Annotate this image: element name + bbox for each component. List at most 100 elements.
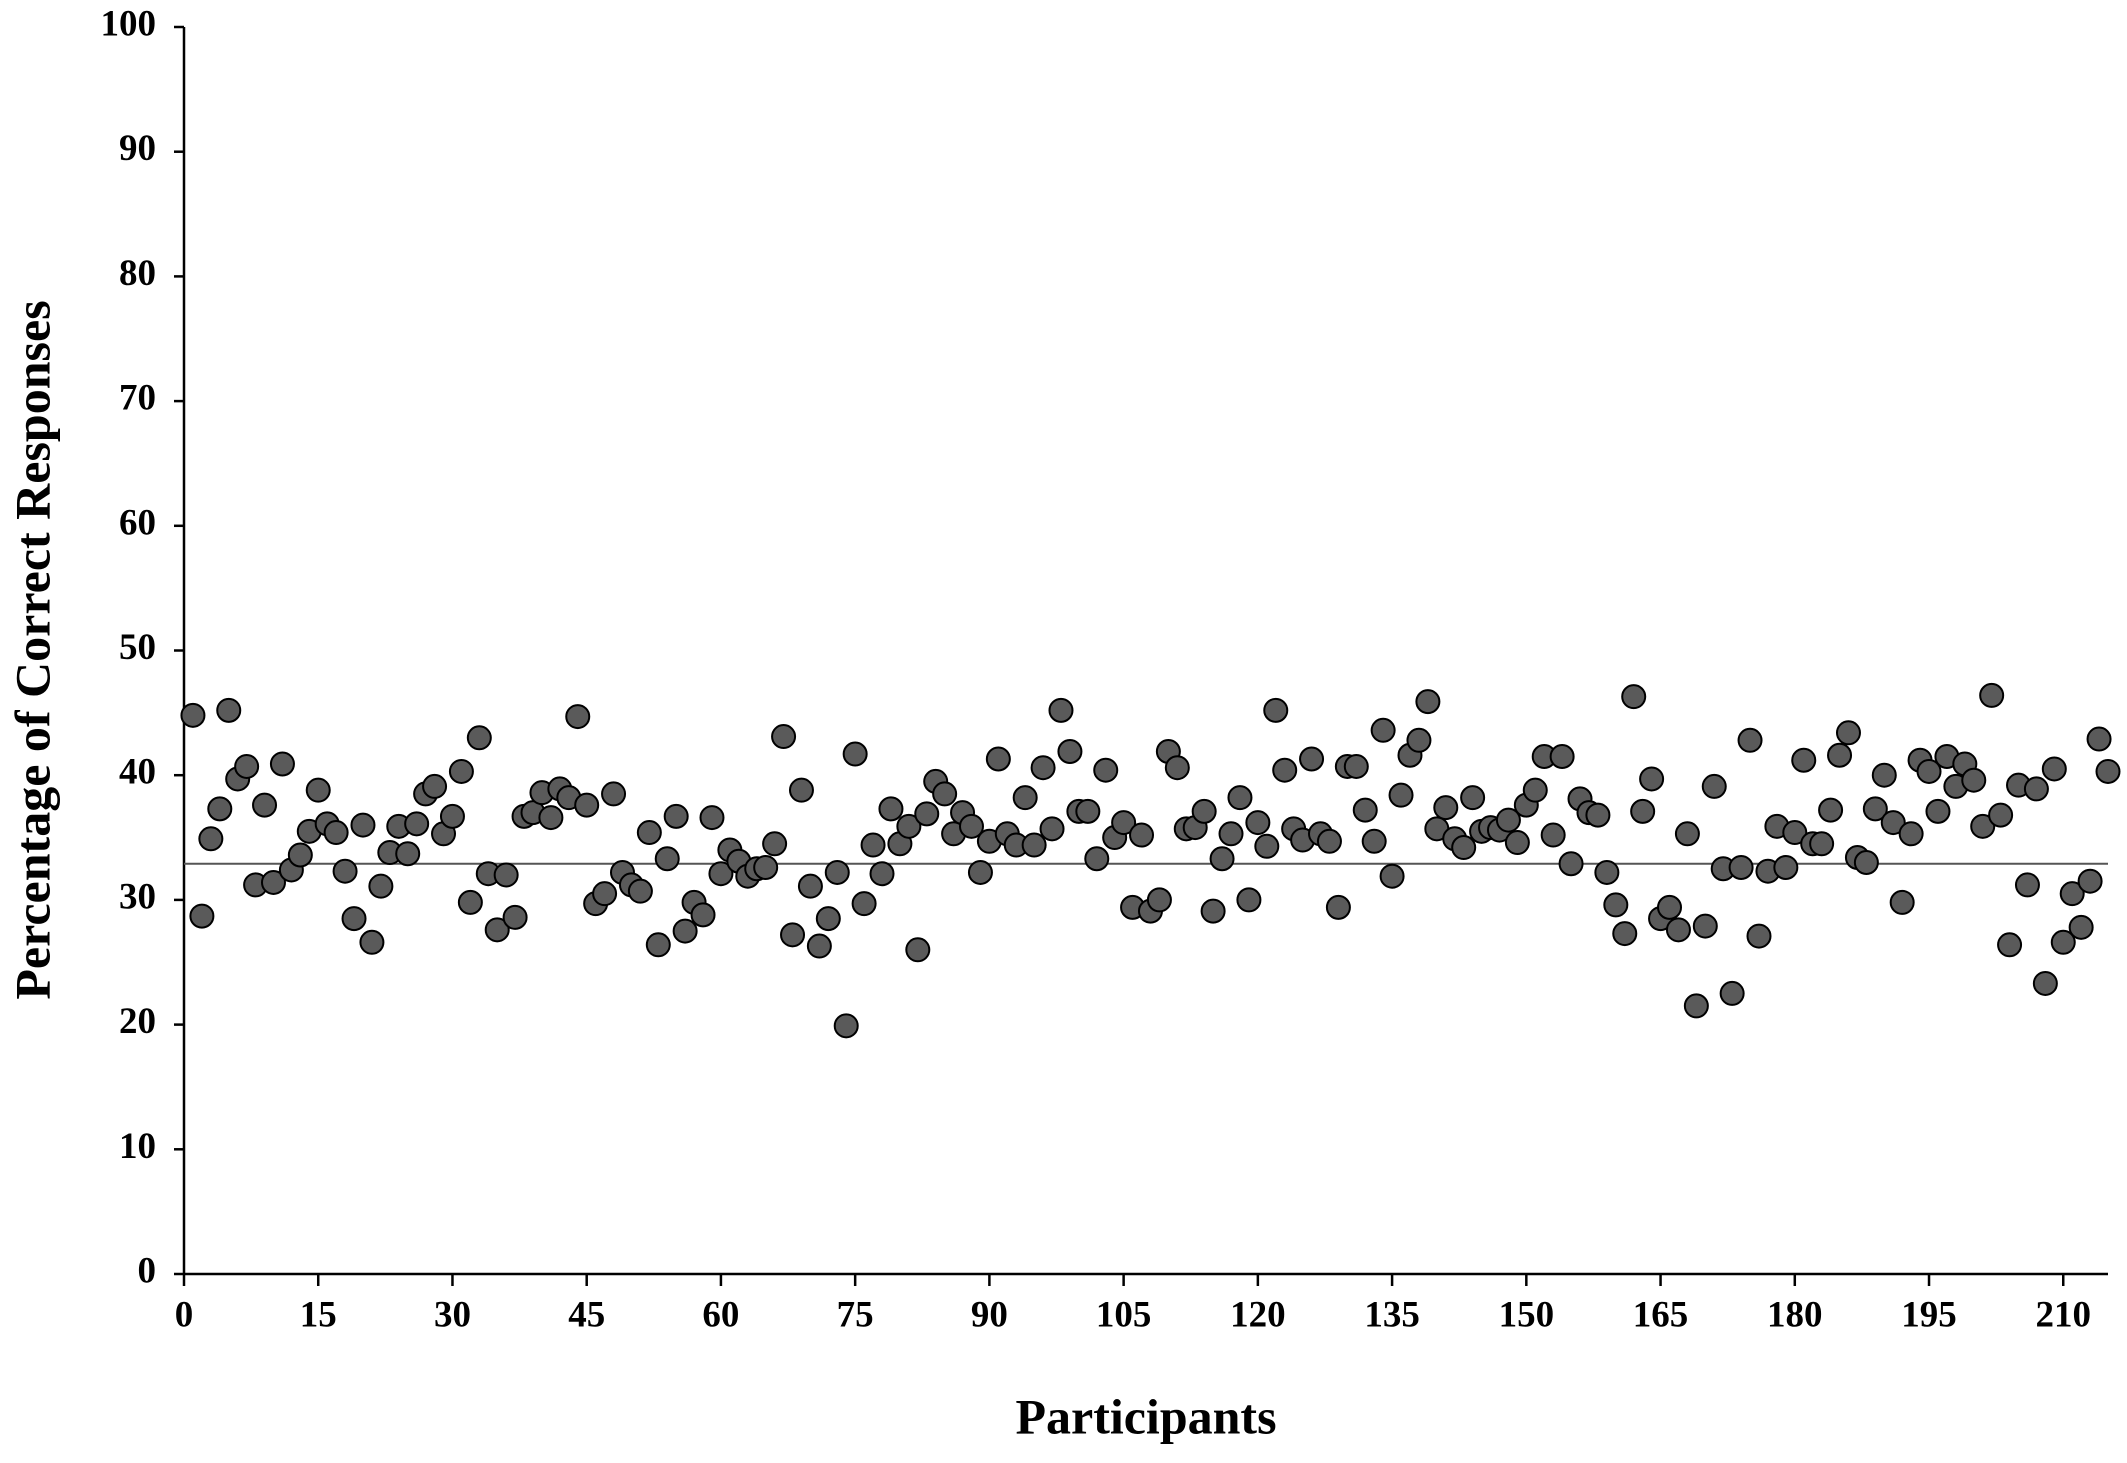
point <box>958 813 984 839</box>
x-tick-label: 120 <box>1230 1294 1286 1335</box>
point <box>771 724 797 750</box>
y-tick-label: 0 <box>138 1250 157 1291</box>
point <box>2041 756 2067 782</box>
point <box>1379 863 1405 889</box>
point <box>1021 832 1047 858</box>
x-tick-label: 150 <box>1499 1294 1555 1335</box>
point <box>1495 807 1521 833</box>
point <box>1540 822 1566 848</box>
point <box>466 725 492 751</box>
point <box>1853 849 1879 875</box>
point <box>1352 797 1378 823</box>
point <box>1558 851 1584 877</box>
point <box>1057 739 1083 765</box>
point <box>1272 757 1298 783</box>
point <box>457 889 483 915</box>
point <box>422 773 448 799</box>
point <box>1460 785 1486 811</box>
point <box>1030 755 1056 781</box>
x-tick-label: 30 <box>434 1294 471 1335</box>
point <box>1916 758 1942 784</box>
point <box>985 746 1011 772</box>
point <box>448 758 474 784</box>
point <box>753 854 779 880</box>
point <box>323 820 349 846</box>
point <box>1818 797 1844 823</box>
point <box>1871 762 1897 788</box>
point <box>627 878 653 904</box>
point <box>762 831 788 857</box>
point <box>833 1013 859 1039</box>
point <box>1701 773 1727 799</box>
point <box>1657 894 1683 920</box>
point <box>341 906 367 932</box>
point <box>1665 917 1691 943</box>
point <box>914 801 940 827</box>
point <box>1737 727 1763 753</box>
point <box>860 832 886 858</box>
point <box>2014 872 2040 898</box>
point <box>1048 697 1074 723</box>
point <box>869 861 895 887</box>
point <box>1630 798 1656 824</box>
point <box>1146 887 1172 913</box>
point <box>1585 802 1611 828</box>
x-tick-label: 195 <box>1901 1294 1957 1335</box>
y-tick-label: 70 <box>119 378 156 419</box>
point <box>404 811 430 837</box>
point <box>502 904 528 930</box>
point <box>1880 810 1906 836</box>
point <box>1227 785 1253 811</box>
x-tick-label: 165 <box>1633 1294 1689 1335</box>
point <box>260 869 286 895</box>
x-axis-title: Participants <box>1015 1388 1276 1444</box>
y-tick-label: 50 <box>119 627 156 668</box>
y-tick-label: 10 <box>119 1126 156 1167</box>
point <box>1692 913 1718 939</box>
point <box>663 803 689 829</box>
point <box>439 803 465 829</box>
point <box>180 702 206 728</box>
x-tick-label: 45 <box>568 1294 605 1335</box>
point <box>1925 798 1951 824</box>
point <box>1504 830 1530 856</box>
point <box>234 753 260 779</box>
point <box>636 820 662 846</box>
point <box>332 858 358 884</box>
point <box>601 781 627 807</box>
point <box>1746 923 1772 949</box>
point <box>1639 766 1665 792</box>
point <box>806 933 832 959</box>
point <box>350 812 376 838</box>
point <box>672 918 698 944</box>
point <box>198 826 224 852</box>
point <box>1979 682 2005 708</box>
x-tick-label: 105 <box>1096 1294 1152 1335</box>
point <box>780 922 806 948</box>
point <box>1209 846 1235 872</box>
point <box>1549 743 1575 769</box>
point <box>2032 970 2058 996</box>
y-tick-label: 30 <box>119 876 156 917</box>
point <box>1782 820 1808 846</box>
point <box>1164 755 1190 781</box>
point <box>654 846 680 872</box>
point <box>1594 859 1620 885</box>
point <box>1245 810 1271 836</box>
point <box>1728 854 1754 880</box>
point <box>565 704 591 730</box>
point <box>2086 726 2112 752</box>
point <box>896 813 922 839</box>
point <box>216 697 242 723</box>
point <box>1200 898 1226 924</box>
x-tick-label: 135 <box>1364 1294 1420 1335</box>
point <box>1299 746 1325 772</box>
point <box>287 842 313 868</box>
point <box>905 937 931 963</box>
point <box>1451 835 1477 861</box>
point <box>645 932 671 958</box>
point <box>1612 921 1638 947</box>
x-tick-label: 60 <box>702 1294 739 1335</box>
